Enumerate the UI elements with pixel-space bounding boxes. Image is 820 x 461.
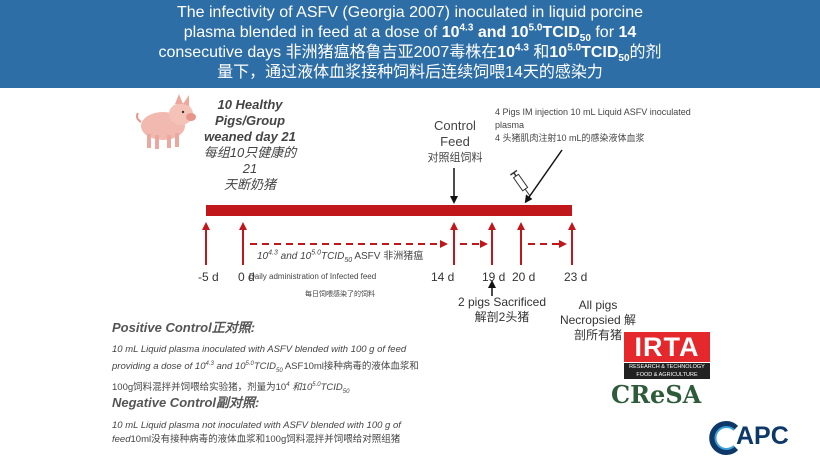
slide-title: The infectivity of ASFV (Georgia 2007) i… <box>158 4 662 81</box>
syringe-icon <box>509 169 531 196</box>
cresa-logo: CReSA <box>611 380 702 409</box>
title-banner: The infectivity of ASFV (Georgia 2007) i… <box>0 0 820 88</box>
necropsied-label: All pigs Necropsied 解 剖所有猪 <box>559 298 637 342</box>
day-label-minus5: -5 d <box>198 270 219 284</box>
positive-control-heading: Positive Control正对照: <box>112 320 256 335</box>
negative-control-heading: Negative Control副对照: <box>112 395 260 410</box>
apc-swoosh-icon <box>709 421 739 455</box>
timeline-bar <box>206 205 572 216</box>
sacrificed-label: 2 pigs Sacrificed 解剖2头猪 <box>457 295 547 324</box>
pig-illustration <box>136 94 196 149</box>
day-label-20: 20 d <box>512 270 536 284</box>
negative-control-text: 10 mL Liquid plasma not inoculated with … <box>112 420 401 445</box>
im-injection-label: 4 Pigs IM injection 10 mL Liquid ASFV in… <box>495 107 691 143</box>
negative-control-section: Negative Control副对照: 10 mL Liquid plasma… <box>112 392 592 447</box>
apc-logo: APC <box>706 420 818 456</box>
pig-group-label: 10 Healthy Pigs/Group weaned day 21 每组10… <box>203 97 297 192</box>
irta-logo: IRTA RESEARCH & TECHNOLOGY FOOD & AGRICUL… <box>624 332 710 380</box>
positive-control-section: Positive Control正对照: 10 mL Liquid plasma… <box>112 317 592 399</box>
arrow-im-injection <box>524 149 563 204</box>
day-label-23: 23 d <box>564 270 588 284</box>
control-feed-label: Control Feed 对照组饲料 <box>427 118 483 164</box>
positive-control-text: 10 mL Liquid plasma inoculated with ASFV… <box>112 344 419 396</box>
daily-administration-label: Daily administration of Infected feed <box>249 272 377 281</box>
day-label-19: 19 d <box>482 270 506 284</box>
daily-administration-cn: 每日饲喂感染了的饲料 <box>305 291 375 298</box>
day-label-0: 0 d <box>238 270 255 284</box>
day-label-14: 14 d <box>431 270 455 284</box>
dose-label: 104.3 and 105.0TCID50 ASFV 非洲猪瘟 <box>257 249 424 264</box>
